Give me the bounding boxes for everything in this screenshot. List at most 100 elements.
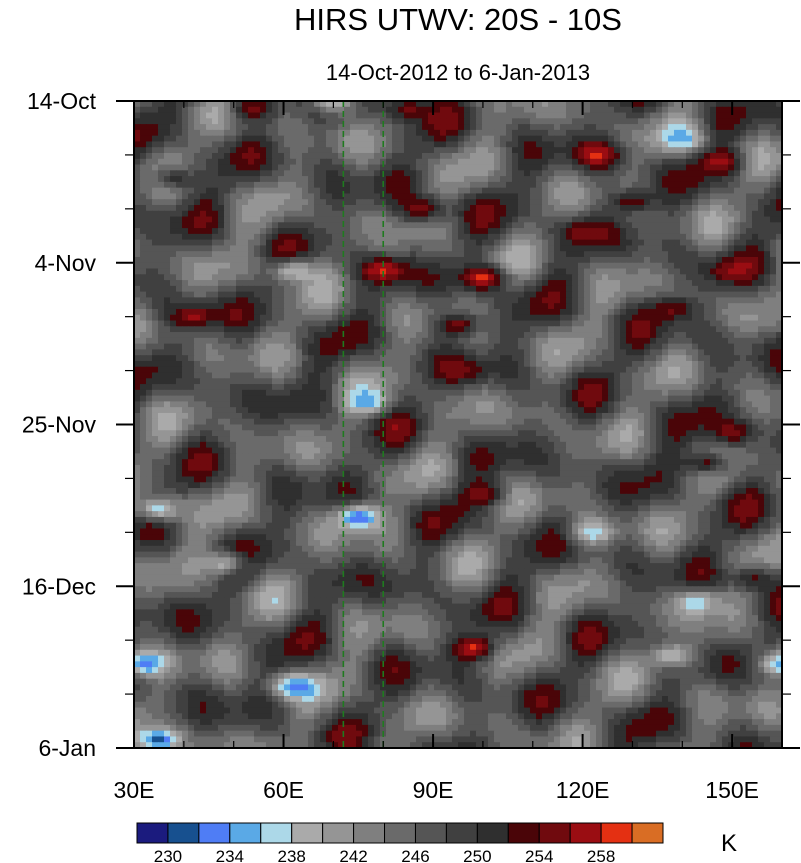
heatmap-cell (146, 181, 153, 189)
heatmap-cell (590, 187, 597, 195)
heatmap-cell (152, 262, 159, 270)
heatmap-cell (290, 181, 297, 189)
heatmap-cell (488, 256, 495, 264)
heatmap-cell (272, 308, 279, 316)
heatmap-cell (422, 147, 429, 154)
heatmap-cell (470, 268, 477, 275)
heatmap-cell (746, 228, 753, 235)
heatmap-cell (140, 216, 147, 223)
heatmap-cell (146, 332, 153, 339)
heatmap-cell (482, 274, 489, 281)
heatmap-cell (764, 337, 771, 345)
heatmap-cell (236, 349, 243, 356)
heatmap-cell (482, 262, 489, 270)
heatmap-cell (512, 152, 519, 160)
heatmap-cell (254, 245, 261, 252)
heatmap-cell (704, 158, 711, 166)
heatmap-cell (488, 262, 495, 270)
heatmap-cell (626, 285, 633, 293)
heatmap-cell (206, 251, 213, 258)
heatmap-cell (140, 326, 147, 333)
heatmap-cell (458, 360, 465, 368)
heatmap-cell (494, 245, 501, 252)
heatmap-cell (530, 135, 537, 143)
heatmap-cell (770, 308, 777, 316)
heatmap-cell (698, 112, 705, 119)
heatmap-cell (752, 343, 759, 351)
heatmap-cell (566, 245, 573, 252)
heatmap-cell (416, 314, 423, 322)
heatmap-cell (242, 176, 249, 183)
heatmap-cell (524, 216, 531, 223)
heatmap-cell (590, 129, 597, 137)
heatmap-cell (422, 222, 429, 229)
heatmap-cell (362, 308, 369, 316)
heatmap-cell (572, 112, 579, 119)
heatmap-cell (260, 308, 267, 316)
heatmap-cell (482, 303, 489, 310)
heatmap-cell (494, 233, 501, 241)
heatmap-cell (362, 152, 369, 160)
heatmap-cell (518, 210, 525, 218)
heatmap-cell (134, 210, 141, 218)
heatmap-cell (764, 187, 771, 195)
heatmap-cell (170, 135, 177, 143)
heatmap-cell (662, 228, 669, 235)
heatmap-cell (302, 147, 309, 154)
heatmap-cell (134, 228, 141, 235)
heatmap-cell (254, 360, 261, 368)
heatmap-cell (572, 124, 579, 131)
heatmap-cell (260, 204, 267, 212)
heatmap-cell (494, 199, 501, 206)
heatmap-cell (296, 297, 303, 304)
heatmap-cell (464, 280, 471, 287)
heatmap-cell (296, 158, 303, 166)
heatmap-cell (500, 337, 507, 345)
heatmap-cell (416, 233, 423, 241)
heatmap-cell (446, 349, 453, 356)
heatmap-cell (572, 222, 579, 229)
heatmap-cell (194, 274, 201, 281)
heatmap-cell (428, 199, 435, 206)
heatmap-cell (584, 147, 591, 154)
heatmap-cell (728, 187, 735, 195)
heatmap-cell (440, 326, 447, 333)
heatmap-cell (416, 280, 423, 287)
heatmap-cell (686, 355, 693, 362)
heatmap-cell (410, 262, 417, 270)
heatmap-cell (722, 291, 729, 299)
heatmap-cell (344, 101, 351, 108)
heatmap-cell (260, 274, 267, 281)
heatmap-cell (344, 280, 351, 287)
heatmap-cell (284, 187, 291, 195)
heatmap-cell (464, 228, 471, 235)
heatmap-cell (698, 303, 705, 310)
heatmap-cell (644, 129, 651, 137)
heatmap-cell (248, 308, 255, 316)
heatmap-cell (374, 251, 381, 258)
heatmap-cell (662, 314, 669, 322)
heatmap-cell (710, 360, 717, 368)
heatmap-cell (152, 274, 159, 281)
heatmap-cell (134, 320, 141, 327)
heatmap-cell (152, 280, 159, 287)
heatmap-cell (212, 112, 219, 119)
heatmap-cell (710, 280, 717, 287)
heatmap-cell (536, 360, 543, 368)
heatmap-cell (230, 285, 237, 293)
heatmap-cell (350, 233, 357, 241)
heatmap-cell (632, 303, 639, 310)
heatmap-cell (302, 222, 309, 229)
heatmap-cell (356, 193, 363, 200)
heatmap-cell (578, 118, 585, 125)
heatmap-cell (638, 118, 645, 125)
heatmap-cell (722, 320, 729, 327)
heatmap-cell (656, 147, 663, 154)
heatmap-cell (224, 343, 231, 351)
heatmap-cell (590, 285, 597, 293)
heatmap-cell (710, 245, 717, 252)
heatmap-cell (758, 141, 765, 148)
heatmap-cell (278, 135, 285, 143)
heatmap-cell (176, 199, 183, 206)
heatmap-cell (632, 135, 639, 143)
